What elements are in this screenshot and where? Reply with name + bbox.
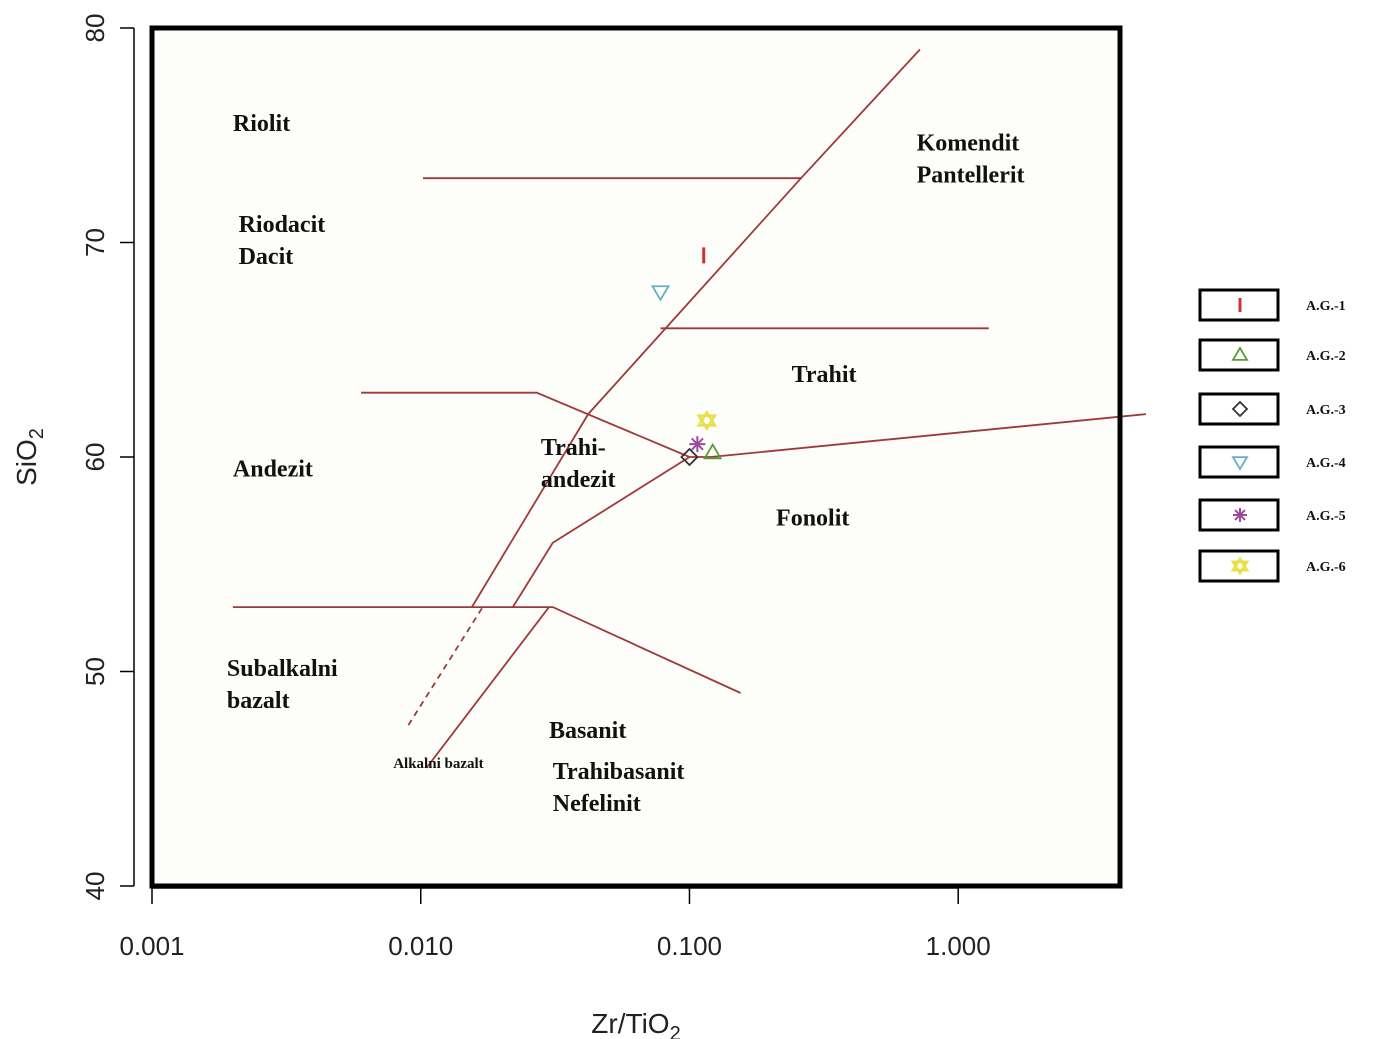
marker-star-up xyxy=(1230,556,1250,572)
legend-label: A.G.-2 xyxy=(1306,349,1346,364)
x-tick-label: 0.001 xyxy=(119,931,184,961)
region-label: Subalkalni bazalt xyxy=(227,656,338,714)
region-label-line: Andezit xyxy=(233,456,313,482)
data-point-A.G.-3 xyxy=(680,447,699,467)
boundary-line xyxy=(407,606,484,726)
y-axis-title: SiO2 xyxy=(11,428,48,486)
region-label-line: Pantellerit xyxy=(917,162,1025,188)
legend-marker xyxy=(1230,556,1250,576)
marker-triangle-down xyxy=(650,285,671,302)
region-label-line: Basanit xyxy=(549,718,626,744)
x-tick-label: 1.000 xyxy=(926,931,991,961)
region-label-line: Trahit xyxy=(792,362,857,388)
small-region-label: Alkalni bazalt xyxy=(393,756,483,772)
x-axis: 0.001 0.010 0.100 1.000 xyxy=(119,887,991,961)
legend-marker xyxy=(1231,346,1249,361)
y-axis: 40 50 60 70 80 xyxy=(80,14,135,901)
y-tick-label: 40 xyxy=(80,872,110,901)
region-label: Trahit xyxy=(792,362,857,388)
boundary-line xyxy=(512,413,1147,608)
boundary-line xyxy=(232,606,741,694)
legend-marker xyxy=(1231,400,1249,418)
plot-background xyxy=(152,28,1120,886)
marker-asterisk-stroke xyxy=(691,437,704,451)
legend-label: A.G.-3 xyxy=(1306,403,1346,418)
legend-label: A.G.-6 xyxy=(1306,560,1346,575)
marker-asterisk-stroke xyxy=(1234,509,1246,521)
region-label-line: Nefelinit xyxy=(553,791,641,817)
region-label-line: Riolit xyxy=(233,111,290,137)
data-point-A.G.-2 xyxy=(703,442,723,460)
plot-frame xyxy=(149,25,1123,889)
data-point-A.G.-6 xyxy=(696,410,718,431)
legend-label: A.G.-4 xyxy=(1306,456,1346,471)
legend-item: A.G.-1 xyxy=(1198,288,1346,322)
region-label-line: Trahi- xyxy=(541,435,606,461)
legend-label: A.G.-5 xyxy=(1306,509,1346,524)
region-label-line: bazalt xyxy=(227,688,290,714)
data-point-A.G.-4 xyxy=(650,285,671,302)
region-label-line: Riodacit xyxy=(239,212,326,238)
legend-item: A.G.-5 xyxy=(1198,498,1346,532)
region-label: Andezit xyxy=(233,456,313,482)
marker-star-down xyxy=(696,414,718,431)
legend-swatch-box xyxy=(1198,338,1280,372)
legend-swatch-box xyxy=(1198,498,1280,532)
region-label: Riolit xyxy=(233,111,290,137)
legend-item: A.G.-3 xyxy=(1198,392,1346,426)
region-label-line: Subalkalni xyxy=(227,656,338,682)
legend-marker xyxy=(1231,456,1249,471)
legend-swatch-box xyxy=(1198,549,1280,583)
region-label-line: andezit xyxy=(541,467,616,493)
region-label: Komendit Pantellerit xyxy=(917,130,1025,188)
region-label: Trahi-andezit xyxy=(541,435,616,493)
legend-marker xyxy=(1233,508,1247,522)
x-tick-label: 0.100 xyxy=(657,931,722,961)
region-label-line: Dacit xyxy=(239,244,294,270)
field-boundaries xyxy=(232,48,1147,769)
region-label-line: Fonolit xyxy=(776,506,849,532)
marker-diamond xyxy=(1231,400,1249,418)
legend-item: A.G.-6 xyxy=(1198,549,1346,583)
marker-diamond xyxy=(680,447,699,467)
region-label-line: Komendit xyxy=(917,130,1020,156)
region-label: Riodacit Dacit xyxy=(239,212,326,270)
legend-label: A.G.-1 xyxy=(1306,299,1346,314)
region-label: Trahibasanit Nefelinit xyxy=(553,759,685,817)
y-tick-label: 60 xyxy=(80,443,110,472)
boundary-line xyxy=(471,48,921,608)
region-labels: Riolit Riodacit Dacit Komendit Pantellerit Tr… xyxy=(227,111,1025,817)
legend: A.G.-1 A.G.-2 A.G.-3 A.G.-4 A.G.-5 A.G.-6 xyxy=(1198,288,1346,583)
legend-item: A.G.-2 xyxy=(1198,338,1346,372)
region-label-line: Trahibasanit xyxy=(553,759,685,785)
legend-item: A.G.-4 xyxy=(1198,445,1346,479)
data-points xyxy=(650,247,723,467)
region-label: Basanit xyxy=(549,718,626,744)
boundary-line xyxy=(425,606,550,769)
y-tick-label: 70 xyxy=(80,228,110,257)
marker-star-up xyxy=(696,410,718,427)
boundary-line xyxy=(361,391,690,458)
region-label: Fonolit xyxy=(776,506,849,532)
marker-triangle-up xyxy=(703,442,723,460)
legend-swatch-box xyxy=(1198,445,1280,479)
x-axis-title: Zr/TiO2 xyxy=(591,1008,680,1039)
data-point-A.G.-5 xyxy=(689,436,706,453)
marker-triangle-down xyxy=(1231,456,1249,471)
y-tick-label: 80 xyxy=(80,14,110,43)
y-tick-label: 50 xyxy=(80,657,110,686)
legend-swatch-box xyxy=(1198,392,1280,426)
marker-star-down xyxy=(1230,560,1250,576)
marker-triangle-up xyxy=(1231,346,1249,361)
x-tick-label: 0.010 xyxy=(388,931,453,961)
